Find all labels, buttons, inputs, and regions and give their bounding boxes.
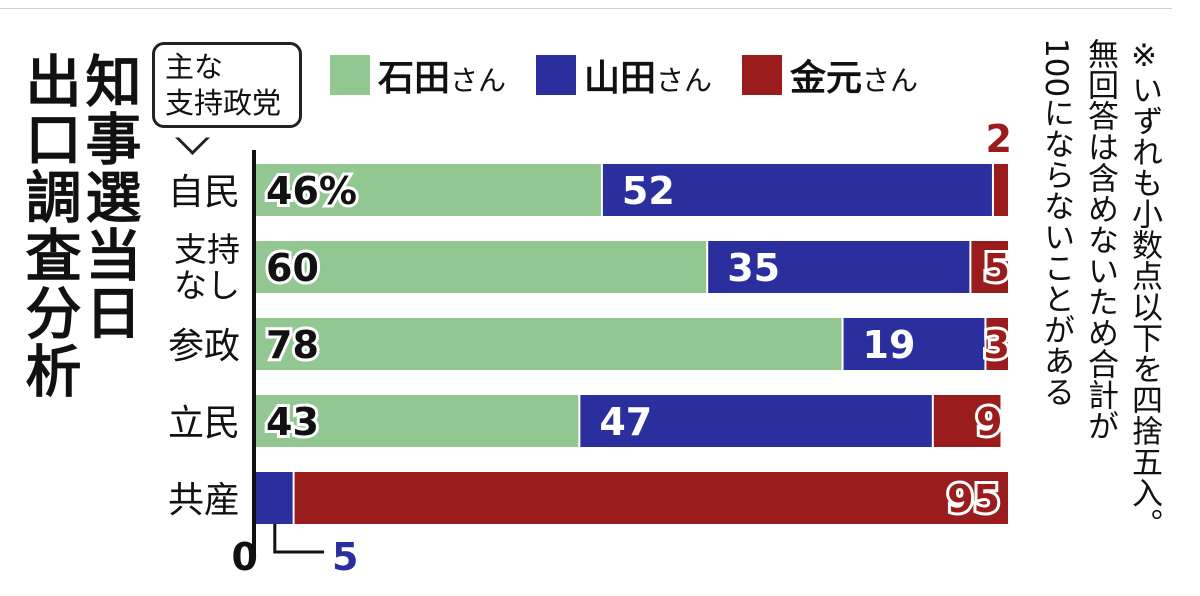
bar-sep-3-1 bbox=[578, 395, 581, 447]
bar-1-0 bbox=[256, 241, 708, 293]
bar-3-1 bbox=[579, 395, 933, 447]
bar-1-1 bbox=[707, 241, 971, 293]
data-label-3-0: 43 bbox=[266, 400, 319, 444]
data-label-4-1: 5 bbox=[332, 535, 358, 579]
legend-swatch-kanemoto bbox=[742, 55, 782, 95]
category-label-2: 参政 bbox=[168, 326, 240, 367]
bar-3-0 bbox=[256, 395, 580, 447]
bar-4-1 bbox=[256, 472, 294, 524]
category-label-4: 共産 bbox=[168, 480, 240, 521]
data-label-2-0: 78 bbox=[266, 323, 319, 367]
bar-2-1 bbox=[842, 318, 986, 370]
bar-sep-0-2 bbox=[991, 164, 994, 216]
bar-0-0 bbox=[256, 164, 602, 216]
title-line-2: 出口調査分析 bbox=[16, 52, 81, 400]
bar-sep-3-2 bbox=[931, 395, 934, 447]
bar-sep-2-1 bbox=[841, 318, 844, 370]
callout-line-5 bbox=[273, 524, 324, 554]
legend-item-kanemoto: 金元さん bbox=[742, 55, 919, 99]
title-line-1: 知事選当日 bbox=[76, 52, 141, 342]
bar-3-2 bbox=[932, 395, 1001, 447]
legend-item-yamada: 山田さん bbox=[536, 55, 713, 99]
category-label-1-1: なし bbox=[174, 266, 240, 305]
bar-sep-2-2 bbox=[984, 318, 987, 370]
legend-suffix-yamada: さん bbox=[656, 64, 713, 97]
data-label-0-1: 52 bbox=[622, 169, 675, 213]
bar-sep-1-2 bbox=[969, 241, 972, 293]
bar-sep-0-1 bbox=[600, 164, 603, 216]
note-line-3: 100にならないことがある bbox=[1038, 38, 1074, 408]
data-label-2-1: 19 bbox=[863, 323, 916, 367]
bar-1-2 bbox=[970, 241, 1008, 293]
bar-0-2 bbox=[992, 164, 1008, 216]
data-label-2-2: 3 bbox=[984, 323, 1010, 367]
note-line-2: 無回答は含めないため合計が bbox=[1082, 38, 1118, 441]
bar-4-2 bbox=[293, 472, 1009, 524]
data-label-0-2: 2 bbox=[986, 117, 1012, 161]
bar-sep-4-2 bbox=[292, 472, 295, 524]
top-rule bbox=[0, 8, 1172, 9]
bar-2-2 bbox=[985, 318, 1008, 370]
category-label-1-0: 支持 bbox=[174, 230, 240, 269]
data-label-4-0: 0 bbox=[232, 535, 258, 579]
bar-sep-1-1 bbox=[706, 241, 709, 293]
legend-swatch-yamada bbox=[536, 55, 576, 95]
party-label-bubble: 主な 支持政党 bbox=[152, 42, 302, 128]
bar-0-1 bbox=[601, 164, 993, 216]
bubble-line-2: 支持政党 bbox=[165, 86, 282, 120]
legend-label-kanemoto: 金元 bbox=[790, 58, 863, 99]
legend-swatch-ishida bbox=[330, 55, 370, 95]
data-label-1-1: 35 bbox=[727, 246, 780, 290]
data-label-4-2: 95 bbox=[947, 477, 1000, 521]
note-line-1: ※いずれも小数点以下を四捨五入。 bbox=[1126, 38, 1162, 539]
bar-2-0 bbox=[256, 318, 843, 370]
legend-suffix-kanemoto: さん bbox=[862, 64, 919, 97]
data-label-3-2: 9 bbox=[976, 400, 1002, 444]
data-label-1-0: 60 bbox=[266, 246, 319, 290]
data-label-0-0: 46% bbox=[266, 169, 357, 213]
legend-label-ishida: 石田 bbox=[378, 58, 451, 99]
data-label-1-2: 5 bbox=[984, 246, 1010, 290]
legend-item-ishida: 石田さん bbox=[330, 55, 507, 99]
data-label-3-1: 47 bbox=[599, 400, 652, 444]
legend-suffix-ishida: さん bbox=[450, 64, 507, 97]
category-label-0: 自民 bbox=[168, 172, 240, 213]
bubble-line-1: 主な bbox=[165, 50, 224, 84]
category-label-3: 立民 bbox=[168, 403, 240, 444]
y-axis-line bbox=[252, 150, 256, 558]
legend-label-yamada: 山田 bbox=[584, 58, 657, 99]
